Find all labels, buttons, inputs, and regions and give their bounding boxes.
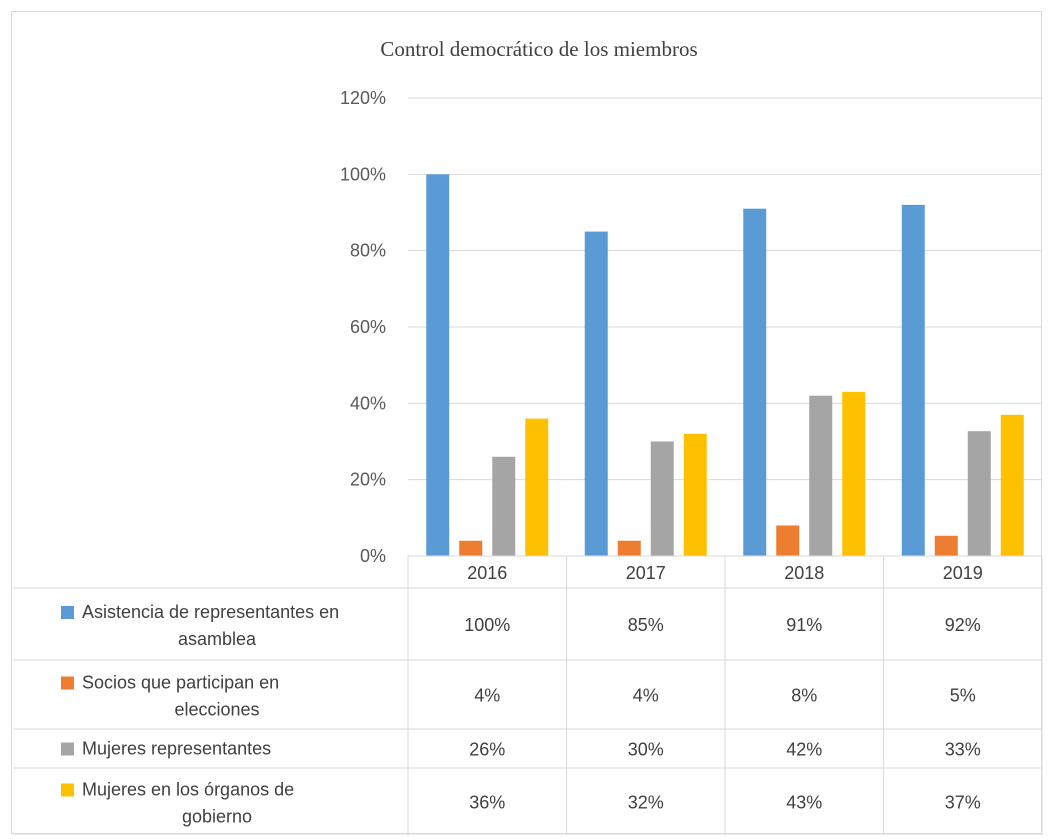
y-tick-label: 60% — [350, 317, 386, 337]
bar-2-2017 — [650, 441, 674, 556]
y-tick-label: 100% — [340, 164, 386, 184]
data-label: 5% — [950, 686, 976, 706]
y-tick-label: 20% — [350, 470, 386, 490]
data-label: 33% — [945, 740, 981, 760]
legend-label: asamblea — [178, 629, 257, 649]
legend-label: Socios que participan en — [82, 673, 279, 693]
bar-0-2019 — [901, 204, 925, 556]
data-label: 32% — [628, 793, 664, 813]
chart-frame: Control democrático de los miembros 0% 20%… — [11, 11, 1043, 835]
data-label: 100% — [464, 615, 510, 635]
data-label: 43% — [786, 793, 822, 813]
bar-0-2016 — [426, 174, 450, 557]
y-tick-label: 0% — [360, 546, 386, 566]
data-label: 26% — [469, 740, 505, 760]
data-label: 85% — [628, 615, 664, 635]
data-label: 36% — [469, 793, 505, 813]
bar-2-2016 — [492, 456, 516, 556]
legend-label: Asistencia de representantes en — [82, 602, 339, 622]
legend-swatch-0 — [61, 606, 74, 619]
bar-1-2018 — [776, 525, 800, 556]
bar-2-2019 — [967, 431, 991, 556]
data-label: 4% — [633, 686, 659, 706]
data-label: 91% — [786, 615, 822, 635]
bar-3-2017 — [683, 433, 707, 556]
data-label: 30% — [628, 740, 664, 760]
x-category-label: 2018 — [784, 563, 824, 583]
bar-3-2018 — [842, 391, 866, 556]
chart-title: Control democrático de los miembros — [380, 37, 697, 61]
legend-label: Mujeres representantes — [82, 739, 271, 759]
legend-label: gobierno — [182, 807, 252, 827]
legend-swatch-2 — [61, 742, 74, 756]
bar-0-2018 — [743, 208, 767, 556]
legend-swatch-3 — [61, 783, 74, 797]
bar-1-2019 — [934, 535, 958, 556]
data-label: 42% — [786, 740, 822, 760]
y-tick-label: 80% — [350, 241, 386, 261]
legend-label: elecciones — [174, 700, 259, 720]
x-category-label: 2019 — [943, 563, 983, 583]
bar-1-2016 — [459, 540, 483, 556]
y-tick-label: 120% — [340, 88, 386, 108]
x-category-label: 2016 — [467, 563, 507, 583]
legend-swatch-1 — [61, 676, 74, 690]
bar-3-2019 — [1000, 414, 1024, 556]
bar-0-2017 — [584, 231, 608, 557]
bar-1-2017 — [617, 540, 641, 556]
data-label: 37% — [945, 793, 981, 813]
y-tick-label: 40% — [350, 393, 386, 413]
legend-label: Mujeres en los órganos de — [82, 780, 294, 800]
x-category-label: 2017 — [626, 563, 666, 583]
data-label: 4% — [474, 686, 500, 706]
chart-svg: Control democrático de los miembros 0% 20%… — [13, 37, 1043, 835]
bar-3-2016 — [525, 418, 549, 556]
data-label: 8% — [791, 686, 817, 706]
bar-2-2018 — [809, 395, 833, 556]
data-label: 92% — [945, 615, 981, 635]
